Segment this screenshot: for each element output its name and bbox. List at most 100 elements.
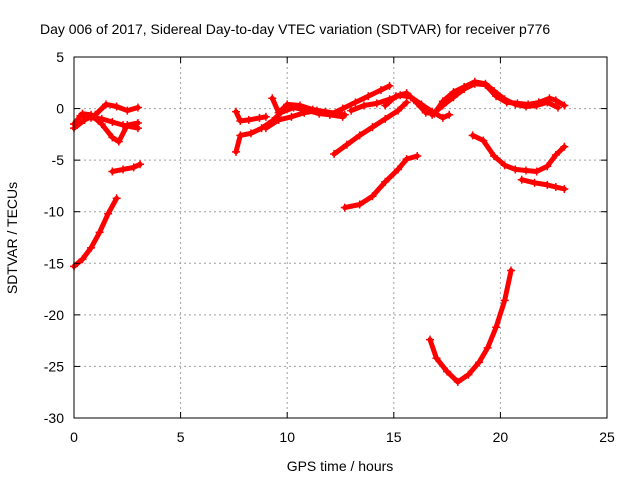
- data-point: [112, 102, 121, 111]
- data-point: [475, 358, 484, 367]
- data-point: [481, 80, 490, 89]
- data-point: [129, 163, 138, 172]
- data-point: [347, 106, 356, 115]
- data-point: [236, 131, 245, 140]
- x-tick-labels: 0 5 10 15 20 25: [70, 429, 615, 445]
- data-point: [330, 149, 339, 158]
- data-point: [381, 114, 390, 123]
- data-point: [394, 165, 403, 174]
- data-point: [119, 165, 128, 174]
- data-point: [432, 354, 441, 363]
- y-tick-label: -15: [44, 255, 64, 271]
- series-track: [348, 92, 452, 121]
- x-axis-label: GPS time / hours: [287, 458, 394, 474]
- data-series: [261, 81, 394, 133]
- data-point: [438, 101, 447, 110]
- data-point: [560, 142, 569, 151]
- data-point: [543, 162, 552, 171]
- y-tick-label: 5: [56, 49, 64, 65]
- x-tick-label: 25: [599, 429, 615, 445]
- data-point: [364, 92, 373, 101]
- data-point: [402, 98, 411, 107]
- data-point: [500, 161, 509, 170]
- data-point: [453, 377, 462, 386]
- chart-title: Day 006 of 2017, Sidereal Day-to-day VTE…: [40, 21, 550, 37]
- series-layer: [70, 77, 569, 386]
- data-point: [445, 110, 454, 119]
- data-point: [421, 108, 430, 117]
- data-point: [274, 108, 283, 117]
- data-point: [108, 133, 117, 142]
- data-point: [295, 101, 304, 110]
- plot-frame: [73, 56, 608, 419]
- y-tick-label: -5: [52, 152, 65, 168]
- series-track: [342, 153, 420, 211]
- data-point: [468, 131, 477, 140]
- data-point: [97, 114, 106, 123]
- axis-ticks: [73, 56, 608, 419]
- data-point: [524, 100, 533, 109]
- series-track: [429, 81, 567, 118]
- y-axis-label: SDTVAR / TECUs: [4, 182, 20, 294]
- data-point: [368, 123, 377, 132]
- data-point: [479, 136, 488, 145]
- data-point: [338, 104, 347, 113]
- data-point: [255, 113, 264, 122]
- data-point: [95, 228, 104, 237]
- data-point: [402, 89, 411, 98]
- data-point: [340, 110, 349, 119]
- series-track: [427, 268, 514, 385]
- x-tick-label: 20: [493, 429, 509, 445]
- data-point: [136, 160, 145, 169]
- data-point: [232, 107, 241, 116]
- data-series: [70, 194, 121, 271]
- data-series: [428, 79, 569, 119]
- data-point: [560, 101, 569, 110]
- data-point: [274, 115, 283, 124]
- data-series: [517, 175, 569, 194]
- data-point: [443, 367, 452, 376]
- data-point: [521, 166, 530, 175]
- data-point: [123, 106, 132, 115]
- y-tick-label: -20: [44, 307, 64, 323]
- series-track: [470, 132, 567, 174]
- data-series: [340, 152, 422, 212]
- data-point: [377, 86, 386, 95]
- data-point: [87, 243, 96, 252]
- data-series: [108, 160, 145, 176]
- data-series: [330, 98, 411, 158]
- data-point: [108, 117, 117, 126]
- data-point: [391, 92, 400, 101]
- data-point: [283, 100, 292, 109]
- data-point: [517, 175, 526, 184]
- data-point: [355, 200, 364, 209]
- data-point: [413, 152, 422, 161]
- data-point: [246, 129, 255, 138]
- data-point: [261, 112, 270, 121]
- data-point: [464, 370, 473, 379]
- data-point: [372, 99, 381, 108]
- data-point: [413, 99, 422, 108]
- data-point: [359, 101, 368, 110]
- data-series: [70, 100, 142, 133]
- data-point: [394, 106, 403, 115]
- data-point: [500, 296, 509, 305]
- data-point: [385, 81, 394, 90]
- data-point: [483, 343, 492, 352]
- data-series: [232, 107, 270, 125]
- data-point: [133, 124, 142, 133]
- data-point: [513, 99, 522, 108]
- x-tick-label: 10: [279, 429, 295, 445]
- data-point: [490, 152, 499, 161]
- data-point: [381, 101, 390, 110]
- data-point: [543, 180, 552, 189]
- data-point: [551, 96, 560, 105]
- data-point: [104, 209, 113, 218]
- y-tick-label: -30: [44, 410, 64, 426]
- data-point: [87, 113, 96, 122]
- data-point: [340, 203, 349, 212]
- data-point: [502, 98, 511, 107]
- data-point: [114, 137, 123, 146]
- data-point: [325, 110, 334, 119]
